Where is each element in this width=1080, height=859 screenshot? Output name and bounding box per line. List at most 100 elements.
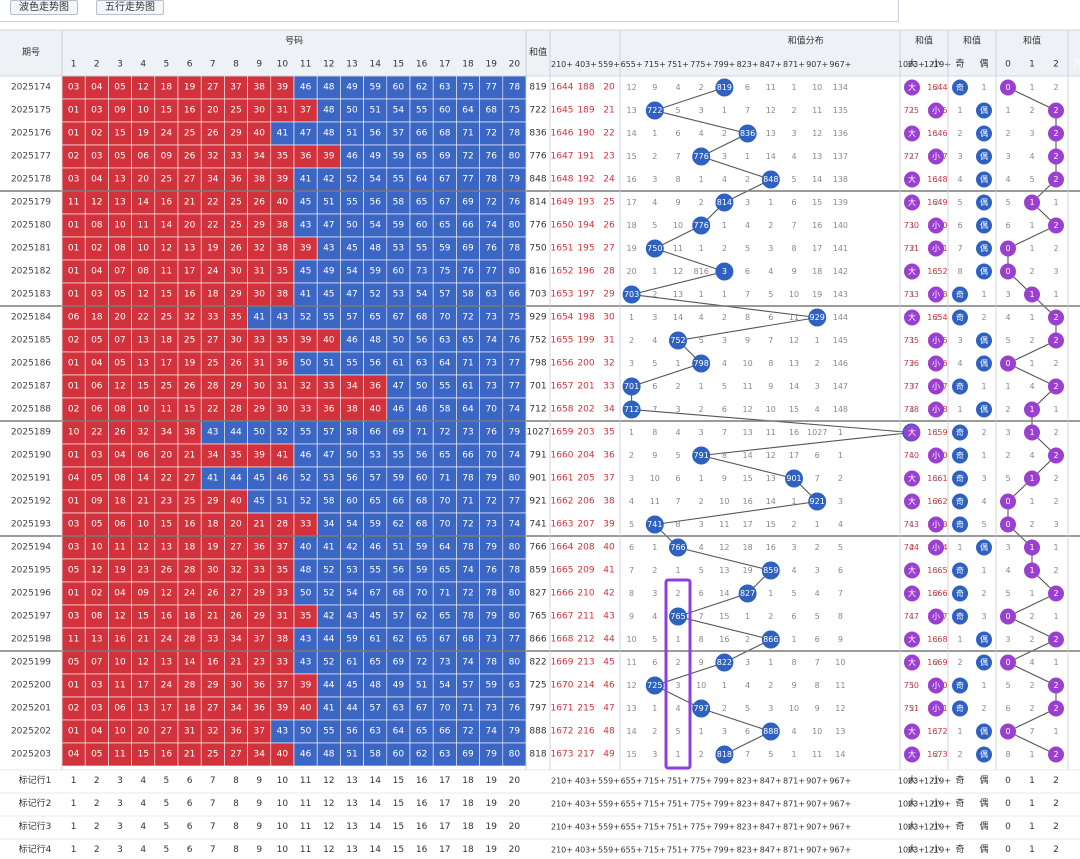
sum-distribution-miss: 1 — [675, 359, 680, 368]
sum-extra-value: 1671 — [551, 704, 574, 714]
number-ball-text: 09 — [114, 106, 126, 116]
sum-cell — [526, 375, 550, 398]
sum-distribution-miss: 15 — [719, 612, 729, 621]
sum-distribution-ball-text: 776 — [694, 221, 709, 230]
number-ball-text: 48 — [369, 681, 381, 691]
number-ball-text: 23 — [137, 566, 148, 576]
marker-number: 20 — [509, 776, 521, 786]
mod-miss: 1 — [1005, 382, 1010, 391]
range-column-header: 655+ — [621, 60, 643, 69]
sum-value: 750 — [529, 244, 546, 254]
sum-distribution-miss: 7 — [699, 612, 704, 621]
number-column-header: 14 — [369, 60, 381, 70]
sum-distribution-miss: 1 — [699, 727, 704, 736]
sum-distribution-miss: 1 — [675, 635, 680, 644]
parity-ball — [976, 240, 992, 257]
sum-distribution-miss: 141 — [833, 244, 848, 253]
sum-distribution-ball — [645, 239, 664, 258]
period-cell-text: 2025180 — [11, 221, 51, 231]
sum-distribution-ball-text: 859 — [763, 566, 778, 575]
sum-distribution-miss: 14 — [627, 727, 637, 736]
size-group-header: 和值 — [915, 35, 933, 47]
sum-distribution-miss: 15 — [627, 750, 637, 759]
sum-distribution-miss: 13 — [766, 129, 776, 138]
wave-color-chart-button[interactable]: 波色走势图 — [10, 0, 78, 15]
number-ball-text: 44 — [346, 704, 358, 714]
sum-extra-value: 204 — [577, 451, 594, 461]
number-ball-text: 03 — [68, 520, 79, 530]
marker-number: 1 — [71, 776, 77, 786]
number-ball-text: 72 — [462, 313, 473, 323]
marker-number: 19 — [485, 845, 497, 855]
number-ball-text: 09 — [91, 497, 103, 507]
number-column-header: 1 — [71, 60, 77, 70]
marker-mod: 1 — [1029, 776, 1035, 786]
number-ball-text: 25 — [184, 129, 195, 139]
sum-extra-value: 1661 — [551, 474, 574, 484]
mod-group-header: 和值 — [1023, 35, 1041, 47]
size-miss: 1 — [933, 474, 938, 483]
number-ball-text: 34 — [207, 451, 219, 461]
number-ball-text: 40 — [300, 704, 312, 714]
size-ball-text: 小 — [932, 405, 940, 414]
parity-ball — [976, 125, 992, 142]
sum-distribution-miss: 4 — [675, 428, 680, 437]
number-ball-text: 40 — [230, 497, 242, 507]
sum-distribution-miss: 3 — [768, 704, 773, 713]
number-ball-text: 48 — [300, 566, 312, 576]
mod-miss: 1 — [1029, 221, 1034, 230]
marker-number: 3 — [117, 845, 123, 855]
marker-range: 715+ — [644, 777, 666, 786]
mod-ball — [1048, 148, 1064, 165]
sum-distribution-ball-text: 791 — [694, 451, 709, 460]
mod-ball — [1024, 424, 1040, 441]
period-cell — [0, 605, 62, 628]
sum-extra-value: 214 — [577, 681, 594, 691]
number-ball-text: 33 — [253, 566, 264, 576]
sum-cell — [526, 513, 550, 536]
sum-distribution-miss: 12 — [627, 681, 637, 690]
mod-ball — [1024, 562, 1040, 579]
sum-extra-value: 31 — [603, 336, 614, 346]
sum-distribution-ball-text: 725 — [647, 681, 662, 690]
number-ball-text: 33 — [277, 658, 288, 668]
number-ball-text: 03 — [68, 543, 79, 553]
number-ball-text: 56 — [346, 474, 358, 484]
sum-distribution-ball-text: 765 — [670, 612, 685, 621]
size-ball — [928, 217, 944, 234]
parity-miss: 3 — [981, 612, 986, 621]
sum-distribution-miss: 11 — [650, 497, 660, 506]
parity-ball-text: 偶 — [980, 749, 988, 759]
mod-miss: 1 — [1029, 359, 1034, 368]
number-ball-text: 79 — [485, 612, 497, 622]
number-ball-text: 38 — [184, 428, 196, 438]
sum-distribution-miss: 2 — [768, 612, 773, 621]
number-ball-text: 01 — [68, 589, 79, 599]
parity-ball-text: 奇 — [956, 565, 964, 575]
size-miss: 2 — [933, 313, 938, 322]
sum-distribution-miss: 18 — [627, 221, 637, 230]
sum-cell — [526, 76, 550, 99]
mod-ball — [1024, 470, 1040, 487]
number-ball-text: 03 — [91, 106, 102, 116]
number-ball-text: 05 — [114, 290, 125, 300]
size-ball-text: 小 — [932, 543, 940, 552]
number-ball-text: 52 — [300, 474, 311, 484]
marker-number: 2 — [94, 799, 100, 809]
number-ball-text: 56 — [346, 727, 358, 737]
sum-distribution-miss: 6 — [791, 612, 796, 621]
sum-cell — [526, 421, 550, 444]
number-ball-text: 08 — [114, 405, 126, 415]
sum-cell — [526, 145, 550, 168]
number-ball-text: 28 — [184, 635, 196, 645]
marker-number: 14 — [369, 799, 381, 809]
number-ball-text: 33 — [277, 589, 288, 599]
five-elements-chart-button[interactable]: 五行走势图 — [96, 0, 164, 15]
mod-miss: 4 — [1005, 175, 1010, 184]
number-ball-text: 53 — [346, 566, 357, 576]
marker-number: 11 — [300, 822, 311, 832]
marker-size: 小 — [931, 798, 940, 809]
size-ball-text: 小 — [932, 152, 940, 161]
sum-distribution-miss: 14 — [673, 313, 683, 322]
sum-value: 765 — [529, 612, 546, 622]
